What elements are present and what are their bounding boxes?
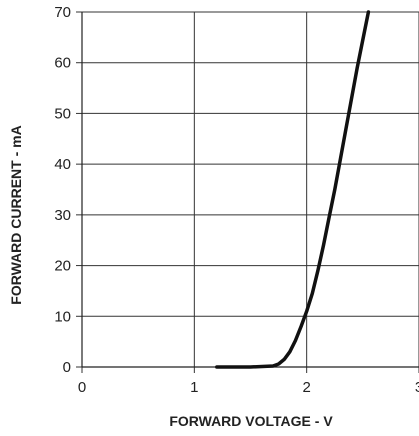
y-tick-labels: 0 10 20 30 40 50 60 70 <box>54 4 71 376</box>
x-axis-label: FORWARD VOLTAGE - V <box>169 413 333 429</box>
curve-layer <box>215 10 371 369</box>
grid <box>76 11 419 373</box>
y-tick-label: 70 <box>54 4 71 21</box>
y-tick-label: 20 <box>54 258 71 275</box>
plot-frame <box>81 12 419 368</box>
y-tick-label: 60 <box>54 55 71 72</box>
y-tick-label: 30 <box>54 207 71 224</box>
y-tick-label: 50 <box>54 105 71 122</box>
x-tick-label: 1 <box>190 379 198 396</box>
y-tick-label: 0 <box>63 359 71 376</box>
y-tick-label: 10 <box>54 308 71 325</box>
x-tick-label: 3 <box>415 379 419 396</box>
x-tick-labels: 0 1 2 3 <box>78 379 419 396</box>
iv-curve-line <box>215 10 371 369</box>
x-tick-label: 0 <box>78 379 86 396</box>
y-tick-label: 40 <box>54 156 71 173</box>
x-tick-label: 2 <box>302 379 310 396</box>
y-axis-label: FORWARD CURRENT - mA <box>8 125 24 304</box>
